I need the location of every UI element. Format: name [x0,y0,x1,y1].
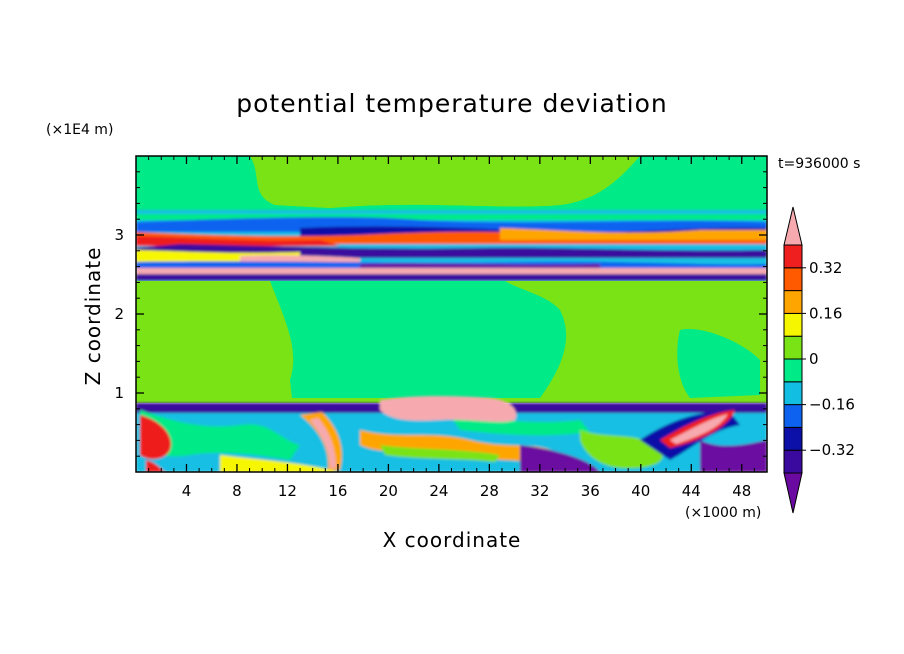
x-axis-label: X coordinate [383,528,522,552]
colorbar-tick-label: 0 [809,350,819,368]
colorbar-box [783,358,803,383]
x-tick-label: 40 [631,482,650,500]
y-tick-label: 2 [114,305,124,323]
chart-title: potential temperature deviation [236,89,667,118]
y-tick-label: 1 [114,384,124,402]
x-tick-label: 32 [530,482,549,500]
time-label: t=936000 s [778,156,860,172]
colorbar-box [783,426,803,451]
colorbar-box [783,244,803,269]
y-axis-ticks: 1 2 3 [114,171,767,457]
colorbar-box [783,267,803,292]
x-tick-label: 44 [682,482,701,500]
colorbar-box [783,449,803,474]
colorbar-box [783,312,803,337]
x-tick-label: 28 [480,482,499,500]
field-patch-upper [136,156,767,215]
colorbar-tick-label: 0.32 [809,259,842,277]
x-tick-label: 20 [379,482,398,500]
colorbar-extend-min [783,472,803,514]
colorbar-tick-label: 0.16 [809,304,842,322]
y-axis-label: Z coordinate [81,247,105,386]
x-unit-label: (×1000 m) [685,505,761,521]
colorbar-box [783,335,803,360]
x-tick-label: 24 [429,482,448,500]
x-tick-label: 4 [182,482,192,500]
y-unit-label: (×1E4 m) [46,122,113,138]
field-patch-upper2 [250,156,640,208]
x-tick-label: 12 [278,482,297,500]
x-axis-ticks: 4 8 12 16 20 24 28 32 36 40 44 48 [148,156,755,500]
x-tick-label: 16 [328,482,347,500]
colorbar-extend-max [783,206,803,246]
x-tick-label: 8 [232,482,242,500]
colorbar-tick-label: −0.16 [809,396,855,414]
colorbar-box [783,290,803,314]
colorbar: 0.32 0.16 0 −0.16 −0.32 [783,206,855,514]
field-middle-patch2 [677,329,760,398]
y-tick-label: 3 [114,226,124,244]
lower-layer [136,395,767,472]
upper-band [136,210,767,282]
x-tick-label: 48 [732,482,751,500]
colorbar-box [783,381,803,406]
plot-field [136,156,767,472]
field-middle-patch [270,281,567,398]
colorbar-box [783,404,803,428]
x-tick-label: 36 [581,482,600,500]
colorbar-tick-label: −0.32 [809,441,855,459]
